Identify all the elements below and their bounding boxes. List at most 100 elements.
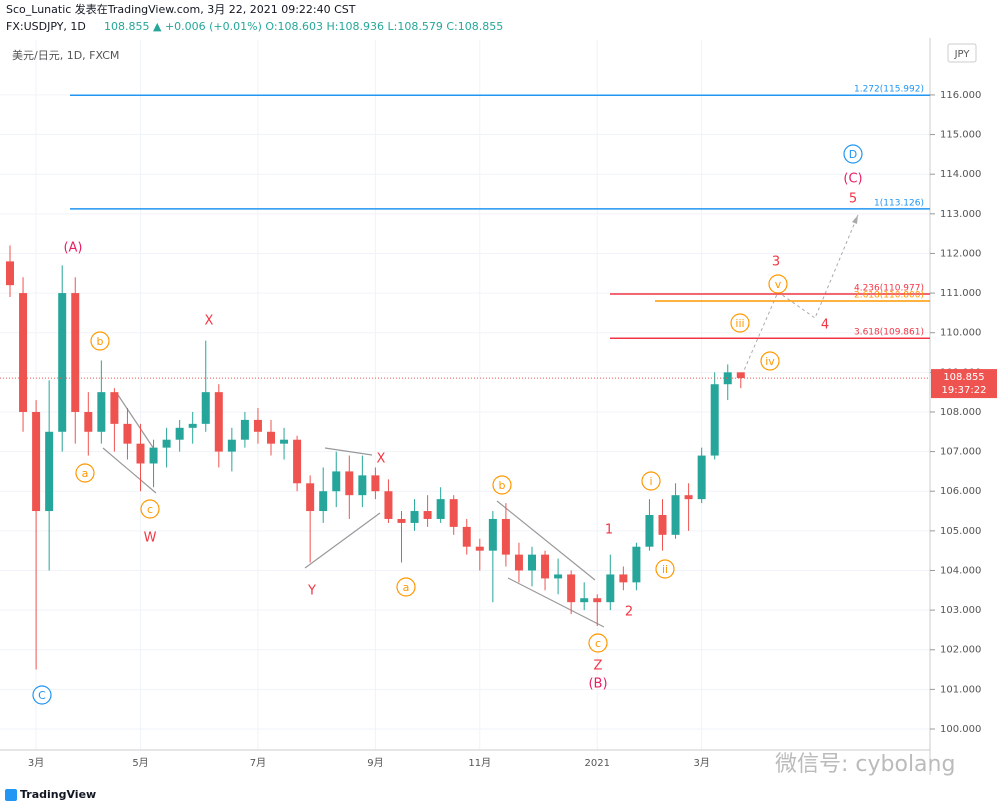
wave-label: Z xyxy=(594,659,603,674)
price-tag-value: 108.855 xyxy=(943,372,984,383)
candle-body xyxy=(84,411,93,432)
candle-body xyxy=(645,515,654,547)
wave-circle xyxy=(396,577,416,597)
wave-circle xyxy=(90,331,110,351)
wave-label: b xyxy=(97,335,104,348)
y-tick-label: 113.000 xyxy=(940,209,981,220)
wave-label: X xyxy=(205,314,214,329)
wave-circle xyxy=(75,463,95,483)
price-tag xyxy=(931,369,997,399)
wave-circle xyxy=(588,633,608,653)
wave-label: (C) xyxy=(843,172,862,187)
candle-body xyxy=(71,293,80,412)
wave-label: 3 xyxy=(772,255,780,270)
fib-label: 1(113.126) xyxy=(874,198,924,208)
wave-label: i xyxy=(649,475,652,488)
y-tick-label: 102.000 xyxy=(940,645,981,656)
candle-body xyxy=(6,261,14,286)
candle-body xyxy=(593,598,602,603)
wave-circle xyxy=(768,274,788,294)
candle-body xyxy=(554,574,563,579)
brand: TradingView xyxy=(20,788,96,801)
candle-body xyxy=(332,471,341,492)
candle-body xyxy=(345,471,354,496)
wave-label: 5 xyxy=(849,192,857,207)
candle-body xyxy=(671,495,680,535)
wave-label: Y xyxy=(307,584,316,599)
wave-label: 2 xyxy=(625,605,633,620)
wave-label: C xyxy=(38,689,46,702)
wave-label: D xyxy=(849,148,857,161)
x-tick-label: 3月 xyxy=(693,757,709,769)
candle-body xyxy=(149,447,158,464)
x-tick-label: 9月 xyxy=(367,757,383,769)
wave-label: a xyxy=(403,581,410,594)
y-tick-label: 100.000 xyxy=(940,724,981,735)
candle-body xyxy=(136,443,145,464)
candle-body xyxy=(123,423,132,444)
candle-body xyxy=(436,499,445,519)
candle-body xyxy=(684,495,693,500)
candle-body xyxy=(501,518,510,555)
candle-body xyxy=(632,546,641,583)
candle-body xyxy=(736,372,745,379)
candle-body xyxy=(175,427,184,440)
countdown: 19:37:22 xyxy=(942,385,987,396)
candle-body xyxy=(45,431,54,512)
x-tick-label: 7月 xyxy=(250,757,266,769)
y-tick-label: 115.000 xyxy=(940,130,981,141)
y-tick-label: 108.000 xyxy=(940,407,981,418)
wave-circle xyxy=(492,475,512,495)
fib-label: 2.618(110.800) xyxy=(854,291,924,301)
y-tick-label: 105.000 xyxy=(940,526,981,537)
currency: JPY xyxy=(954,49,971,60)
wave-label: 4 xyxy=(821,318,829,333)
y-tick-label: 111.000 xyxy=(940,288,981,299)
candle-body xyxy=(32,411,41,512)
watermark: 微信号: cybolang xyxy=(775,752,955,777)
x-tick-label: 3月 xyxy=(28,757,44,769)
candle-body xyxy=(710,384,719,456)
wave-circle xyxy=(32,685,52,705)
candle-body xyxy=(619,574,628,583)
candle-body xyxy=(19,293,28,412)
y-tick-label: 116.000 xyxy=(940,90,981,101)
y-tick-label: 106.000 xyxy=(940,486,981,497)
wave-label: ii xyxy=(662,563,668,576)
wave-label: iv xyxy=(765,355,775,368)
y-tick-label: 107.000 xyxy=(940,447,981,458)
candle-body xyxy=(475,546,484,551)
candle-body xyxy=(267,431,275,444)
candle-body xyxy=(253,419,262,432)
candle-body xyxy=(397,518,406,523)
fib-label: 1.272(115.992) xyxy=(854,85,924,95)
candle-body xyxy=(723,372,732,385)
y-tick-label: 104.000 xyxy=(940,565,981,576)
candle-body xyxy=(514,554,523,571)
wave-label: (B) xyxy=(588,677,607,692)
brand-logo xyxy=(5,789,17,801)
candle-body xyxy=(110,392,119,424)
y-tick-label: 114.000 xyxy=(940,169,981,180)
candle-body xyxy=(319,491,328,512)
x-tick-label: 5月 xyxy=(132,757,148,769)
wave-circle xyxy=(760,351,780,371)
candle-body xyxy=(567,574,576,603)
wave-label: v xyxy=(775,278,782,291)
y-tick-label: 103.000 xyxy=(940,605,981,616)
wave-circle xyxy=(641,471,661,491)
fib-label: 4.236(110.977) xyxy=(854,283,924,293)
candle-body xyxy=(97,392,106,432)
layer xyxy=(0,40,930,750)
candle-body xyxy=(188,423,197,428)
candle-body xyxy=(423,511,432,519)
candle-body xyxy=(658,515,667,535)
fib-label: 3.618(109.861) xyxy=(854,328,924,338)
candle-body xyxy=(462,526,471,547)
candle-body xyxy=(580,598,589,603)
candle-body xyxy=(306,483,315,512)
candle-body xyxy=(528,554,536,571)
candle-body xyxy=(240,419,249,440)
